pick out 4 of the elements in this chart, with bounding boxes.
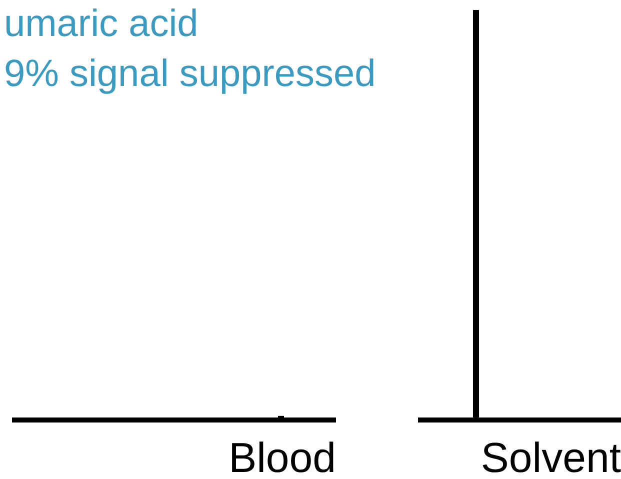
annotation: 9% signal suppressed [4,53,376,95]
annotation: umaric acid [4,3,198,45]
x-tick-label: Solvent [480,434,621,479]
x-tick-label: Blood [228,434,336,479]
